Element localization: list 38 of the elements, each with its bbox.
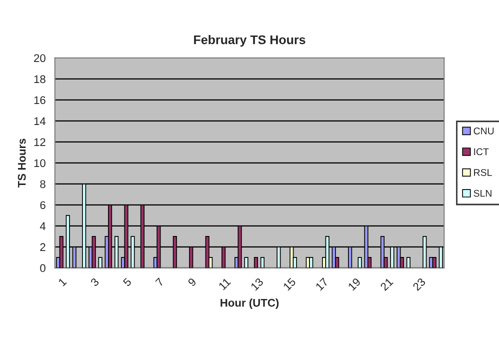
x-tick-label: 17 <box>315 278 328 291</box>
bar <box>254 256 258 268</box>
y-tick-label: 20 <box>34 54 46 62</box>
y-tick-label: 18 <box>34 75 46 84</box>
x-tick-label: 1 <box>58 278 67 286</box>
y-tick-label: 4 <box>40 222 46 230</box>
x-tick-label: 9 <box>187 278 197 287</box>
bar <box>432 256 436 268</box>
y-tick-label: 2 <box>40 243 46 251</box>
x-tick-label: 21 <box>380 278 394 291</box>
x-tick-label: 13 <box>250 277 264 291</box>
x-tick-label: 19 <box>348 278 362 291</box>
y-tick-label: 8 <box>40 180 46 188</box>
bar <box>406 256 410 268</box>
x-tick-label: 23 <box>412 277 426 292</box>
x-tick-label: 11 <box>218 278 231 290</box>
legend-label: CNU <box>474 128 494 134</box>
x-axis-title: Hour (UTC) <box>220 298 279 309</box>
y-tick-label: 0 <box>40 264 46 272</box>
x-tick-label: 3 <box>90 277 100 287</box>
bar <box>244 256 248 268</box>
x-tick-label: 7 <box>155 278 164 287</box>
y-tick-label: 14 <box>34 117 46 125</box>
chart-title: February TS Hours <box>194 35 306 47</box>
legend-label: SLN <box>474 190 492 197</box>
x-tick-label: 5 <box>122 278 132 287</box>
y-tick-label: 16 <box>34 96 46 104</box>
legend-label: ICT <box>474 148 489 156</box>
y-axis-title: TS Hours <box>18 138 26 188</box>
y-tick-label: 6 <box>40 201 46 210</box>
bar <box>309 256 314 268</box>
bar <box>98 256 102 268</box>
y-tick-label: 12 <box>34 138 46 146</box>
x-tick-label: 15 <box>282 278 296 291</box>
legend-label: RSL <box>474 169 492 176</box>
bar <box>260 256 265 268</box>
bar <box>358 256 362 268</box>
y-tick-label: 10 <box>34 159 46 168</box>
